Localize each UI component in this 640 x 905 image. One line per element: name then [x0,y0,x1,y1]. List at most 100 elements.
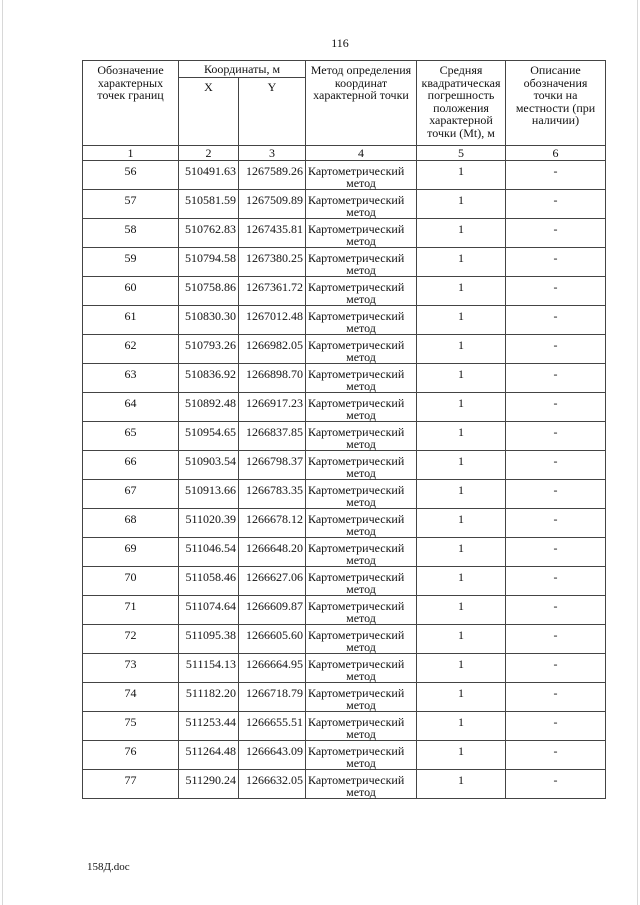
method-cell: Картометрический метод [305,595,417,625]
coord-y: 1266718.79 [238,682,306,712]
point-id: 70 [82,566,179,596]
coord-y: 1266648.20 [238,537,306,567]
point-id: 58 [82,218,179,248]
description: - [505,653,606,683]
table-row: 63 510836.92 1266898.70 Картометрический мет… [82,363,606,393]
method-cell: Картометрический метод [305,218,417,248]
coord-y: 1266898.70 [238,363,306,393]
method-cell: Картометрический метод [305,160,417,190]
table-row: 73 511154.13 1266664.95 Картометрический мет… [82,653,606,683]
method-cell: Картометрический метод [305,392,417,422]
method-line-2: метод [346,611,376,625]
mt-value: 1 [416,247,506,277]
coord-y: 1267509.89 [238,189,306,219]
column-number: 5 [416,145,506,161]
coord-y: 1266798.37 [238,450,306,480]
table-row: 77 511290.24 1266632.05 Картометрический мет… [82,769,606,799]
mt-value: 1 [416,276,506,306]
table-row: 72 511095.38 1266605.60 Картометрический мет… [82,624,606,654]
coord-x: 510892.48 [178,392,239,422]
coord-x: 511290.24 [178,769,239,799]
coord-x: 510913.66 [178,479,239,509]
table-row: 75 511253.44 1266655.51 Картометрический мет… [82,711,606,741]
header-description: Описание обозначения точки на местности … [505,60,606,146]
description: - [505,160,606,190]
header-error: Средняя квадратическая погрешность полож… [416,60,506,146]
method-line-2: метод [346,698,376,712]
method-cell: Картометрический метод [305,624,417,654]
method-cell: Картометрический метод [305,508,417,538]
point-id: 56 [82,160,179,190]
method-cell: Картометрический метод [305,740,417,770]
method-line-1: Картометрический [308,425,405,439]
method-line-1: Картометрический [308,686,405,700]
mt-value: 1 [416,421,506,451]
description: - [505,276,606,306]
method-line-2: метод [346,408,376,422]
column-number: 2 [178,145,239,161]
point-id: 65 [82,421,179,451]
coord-y: 1267589.26 [238,160,306,190]
description: - [505,566,606,596]
coord-y: 1267380.25 [238,247,306,277]
mt-value: 1 [416,479,506,509]
method-line-2: метод [346,234,376,248]
description: - [505,624,606,654]
description: - [505,450,606,480]
description: - [505,479,606,509]
mt-value: 1 [416,189,506,219]
coord-y: 1266783.35 [238,479,306,509]
description: - [505,392,606,422]
method-line-1: Картометрический [308,570,405,584]
point-id: 72 [82,624,179,654]
method-cell: Картометрический метод [305,334,417,364]
coord-x: 510903.54 [178,450,239,480]
table-row: 65 510954.65 1266837.85 Картометрический мет… [82,421,606,451]
table-row: 58 510762.83 1267435.81 Картометрический мет… [82,218,606,248]
table-row: 76 511264.48 1266643.09 Картометрический мет… [82,740,606,770]
mt-value: 1 [416,334,506,364]
description: - [505,189,606,219]
method-line-1: Картометрический [308,541,405,555]
table-row: 70 511058.46 1266627.06 Картометрический мет… [82,566,606,596]
scan-edge-left [2,0,3,905]
table-row: 62 510793.26 1266982.05 Картометрический мет… [82,334,606,364]
method-line-2: метод [346,176,376,190]
method-line-2: метод [346,785,376,799]
table-row: 71 511074.64 1266609.87 Картометрический мет… [82,595,606,625]
method-cell: Картометрический метод [305,450,417,480]
point-id: 67 [82,479,179,509]
coord-x: 510793.26 [178,334,239,364]
point-id: 76 [82,740,179,770]
table-row: 60 510758.86 1267361.72 Картометрический мет… [82,276,606,306]
coord-x: 510758.86 [178,276,239,306]
point-id: 61 [82,305,179,335]
table-row: 68 511020.39 1266678.12 Картометрический мет… [82,508,606,538]
coord-y: 1266837.85 [238,421,306,451]
method-line-1: Картометрический [308,338,405,352]
method-line-1: Картометрический [308,628,405,642]
coord-y: 1266627.06 [238,566,306,596]
method-line-1: Картометрический [308,744,405,758]
coord-x: 510581.59 [178,189,239,219]
point-id: 63 [82,363,179,393]
coord-x: 510954.65 [178,421,239,451]
table-row: 64 510892.48 1266917.23 Картометрический мет… [82,392,606,422]
mt-value: 1 [416,508,506,538]
method-line-2: метод [346,379,376,393]
method-line-2: метод [346,640,376,654]
description: - [505,740,606,770]
method-line-2: метод [346,437,376,451]
description: - [505,537,606,567]
method-line-2: метод [346,321,376,335]
method-line-1: Картометрический [308,657,405,671]
coord-x: 511182.20 [178,682,239,712]
method-line-1: Картометрический [308,164,405,178]
coord-y: 1266664.95 [238,653,306,683]
method-line-2: метод [346,495,376,509]
method-cell: Картометрический метод [305,276,417,306]
description: - [505,363,606,393]
method-line-1: Картометрический [308,222,405,236]
header-y: Y [238,77,306,146]
boundary-points-table: Обозначение характерных точек границ Коо… [82,60,606,799]
